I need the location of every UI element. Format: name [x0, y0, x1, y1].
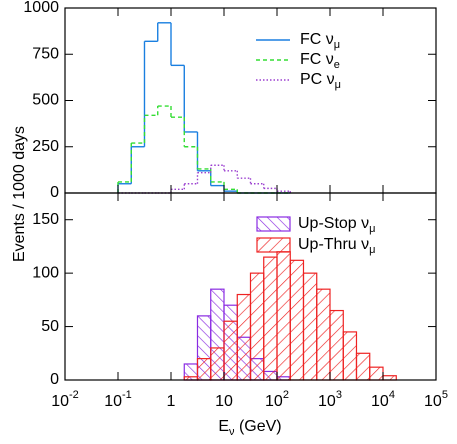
hatched-bar: [236, 293, 252, 381]
x-tick-label: 1: [167, 393, 176, 410]
y-tick-label: 0: [50, 371, 59, 388]
legend-name: Up-Stop ν: [298, 215, 369, 232]
hatched-bar: [342, 331, 358, 381]
legend-swatch: [256, 237, 291, 253]
y-tick-label: 0: [50, 184, 59, 201]
legend-label: PC νμ: [300, 71, 341, 91]
legend-swatch: [256, 216, 291, 232]
hatched-bar: [223, 320, 238, 381]
y-tick-label: 100: [32, 264, 59, 281]
legend-name: PC ν: [300, 71, 335, 88]
plot-frame: [64, 192, 437, 381]
hatched-bar: [382, 375, 397, 381]
legend-label: FC νμ: [300, 31, 340, 51]
x-axis-label: Eν (GeV): [218, 418, 281, 438]
x-tick-label: 10-1: [104, 389, 132, 410]
hatched-bar: [329, 309, 344, 381]
legend-name: FC ν: [300, 51, 334, 68]
x-tick-label: 103: [318, 389, 342, 410]
y-tick-label: 750: [32, 45, 59, 62]
x-label-main: E: [218, 418, 229, 435]
hatched-bar: [302, 272, 318, 381]
x-tick-base: 10: [371, 393, 389, 410]
hatched-bar: [289, 259, 305, 381]
legend-subscript: μ: [369, 223, 375, 235]
x-tick-exponent: -2: [69, 389, 79, 401]
y-tick-label: 50: [41, 318, 59, 335]
x-label-unit: (GeV): [235, 418, 282, 435]
x-tick-label: 10: [215, 393, 233, 410]
x-tick-base: 10: [318, 393, 336, 410]
x-tick-label: 105: [424, 389, 448, 410]
x-tick-base: 10: [104, 393, 122, 410]
y-tick-label: 250: [32, 138, 59, 155]
hatched-bar: [355, 352, 371, 381]
legend-name: Up-Thru ν: [298, 236, 369, 253]
x-tick-base: 10: [424, 393, 442, 410]
y-axis-label: Events / 1000 days: [11, 126, 28, 262]
x-tick-base: 1: [167, 393, 176, 410]
x-label-subscript: ν: [229, 426, 235, 438]
x-tick-base: 10: [215, 393, 233, 410]
x-tick-exponent: 4: [389, 389, 395, 401]
plot-frame: [64, 7, 437, 194]
y-tick-label: 500: [32, 92, 59, 109]
legend-label: FC νe: [300, 51, 340, 71]
x-tick-base: 10: [265, 393, 283, 410]
x-tick-base: 10: [51, 393, 69, 410]
hatched-bar: [210, 347, 225, 381]
hatched-bar: [316, 288, 331, 381]
hatched-bar: [369, 366, 384, 381]
y-tick-label: 1000: [23, 0, 59, 16]
legend-label: Up-Stop νμ: [298, 215, 375, 235]
y-tick-label: 150: [32, 211, 59, 228]
x-tick-label: 102: [265, 389, 289, 410]
x-tick-exponent: -1: [122, 389, 132, 401]
hatched-bar: [249, 272, 265, 381]
legend-subscript: μ: [335, 79, 341, 91]
legend-subscript: μ: [369, 244, 375, 256]
hatched-bar: [276, 251, 291, 381]
x-tick-exponent: 3: [336, 389, 342, 401]
legend-name: FC ν: [300, 31, 334, 48]
legend-subscript: μ: [334, 39, 340, 51]
x-tick-exponent: 5: [442, 389, 448, 401]
hatched-bar: [263, 256, 278, 381]
legend-subscript: e: [334, 59, 340, 71]
hatched-bar: [196, 358, 212, 381]
x-tick-label: 104: [371, 389, 395, 410]
x-tick-label: 10-2: [51, 389, 79, 410]
x-tick-exponent: 2: [283, 389, 289, 401]
legend-label: Up-Thru νμ: [298, 236, 375, 256]
